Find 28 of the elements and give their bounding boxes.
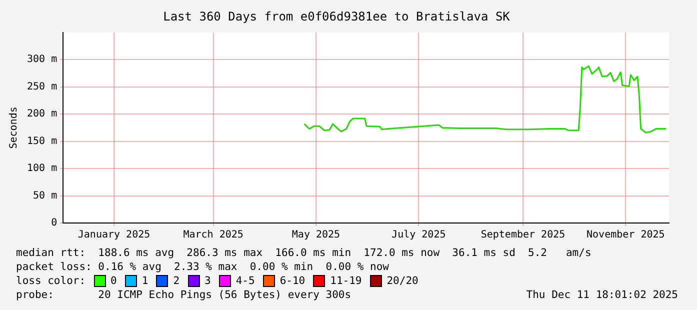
- chart-title: Last 360 Days from e0f06d9381ee to Bratislava SK: [163, 9, 511, 24]
- y-tick-label: 0: [51, 218, 58, 229]
- x-tick-label: September 2025: [480, 230, 566, 241]
- text: Thu Dec 11 18:01:02 2025: [526, 288, 678, 302]
- text: 1: [142, 274, 148, 288]
- text: 0: [110, 274, 117, 288]
- y-tick-label: 300 m: [26, 54, 58, 66]
- x-tick-label: March 2025: [183, 230, 244, 241]
- text: 11-19: [330, 274, 362, 288]
- y-tick-label: 250 m: [26, 81, 58, 92]
- text: median rtt: 188.6 ms avg 286.3 ms max 166.0 ms min 172.0 ms now 36.1 ms sd 5.2 am/s: [16, 246, 592, 260]
- x-tick-label: July 2025: [392, 230, 446, 241]
- x-tick-label: January 2025: [78, 230, 150, 241]
- text: 2: [173, 274, 180, 288]
- text: 4-5: [236, 274, 255, 288]
- x-tick-label: May 2025: [292, 230, 340, 241]
- text: probe: 20 ICMP Echo Pings (56 Bytes) every 300s: [16, 289, 352, 301]
- text: loss color:: [16, 274, 86, 288]
- text: 20/20: [386, 274, 418, 288]
- text: packet loss: 0.16 % avg 2.33 % max 0.00 % min 0.00 % now: [16, 260, 390, 274]
- text: 3: [204, 274, 211, 288]
- y-tick-label: 100 m: [26, 163, 58, 174]
- y-axis-title: Seconds: [8, 106, 20, 149]
- x-tick-label: November 2025: [586, 230, 665, 241]
- text: 6-10: [280, 274, 306, 288]
- y-tick-label: 50 m: [33, 190, 58, 202]
- y-tick-label: 200 m: [26, 108, 58, 120]
- y-tick-label: 150 m: [26, 136, 58, 147]
